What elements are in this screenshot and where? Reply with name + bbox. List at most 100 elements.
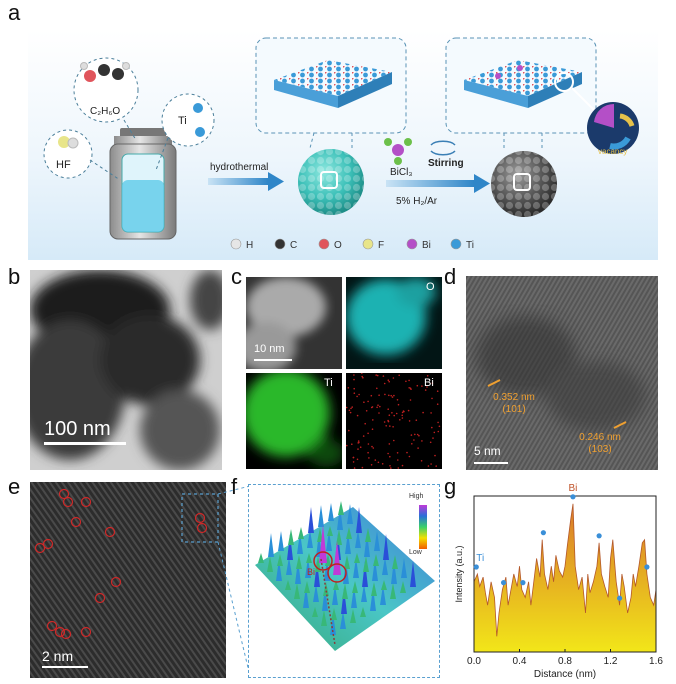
bi-signal-dot <box>401 464 404 467</box>
bi-signal-dot <box>398 374 400 377</box>
bi-signal-dot <box>389 455 391 458</box>
scale-label-d: 5 nm <box>474 444 501 458</box>
x-tick-label: 0.4 <box>513 656 527 667</box>
bi-signal-dot <box>430 463 432 465</box>
surface-peak <box>344 555 350 569</box>
surface-peak <box>391 560 397 584</box>
x-tick-label: 0.0 <box>467 656 481 667</box>
bi-signal-dot <box>437 430 440 433</box>
bi-signal-dot <box>370 464 373 466</box>
stirring-icon <box>430 140 456 156</box>
bi-signal-dot <box>431 426 433 429</box>
bi-signal-dot <box>362 377 364 379</box>
surface-peak <box>288 529 294 545</box>
bi-signal-dot <box>389 425 391 427</box>
bi-signal-dot <box>367 432 369 435</box>
peak-marker <box>617 595 623 601</box>
bi-signal-dot <box>353 467 356 469</box>
surface-peak <box>354 553 360 563</box>
bi-signal-dot <box>411 443 413 445</box>
bi-signal-dot <box>376 387 378 390</box>
bi-signal-dot <box>408 387 410 389</box>
bi-signal-dot <box>353 387 355 390</box>
bi-signal-dot <box>438 425 441 428</box>
panel-label-c: c <box>231 264 242 289</box>
fringe-label-2: 0.246 nm (103) <box>579 432 621 455</box>
surface-peak <box>410 561 416 587</box>
surface-peak <box>331 608 337 620</box>
bi-signal-dot <box>397 403 400 406</box>
bi-atom-marker <box>42 538 54 550</box>
tio2-nanosphere <box>298 149 364 215</box>
bi-atom-marker <box>54 626 66 638</box>
panel-label-a: a <box>8 0 21 25</box>
bi-signal-dot <box>401 411 404 414</box>
bi-signal-dot <box>383 421 386 423</box>
surface-peak <box>365 528 371 542</box>
bi-signal-dot <box>383 382 386 385</box>
surface-peak <box>380 585 386 605</box>
surface-peak <box>370 587 376 611</box>
legend-bi: Bi <box>422 240 431 251</box>
peak-marker <box>570 494 576 500</box>
ti-bubble <box>161 93 215 147</box>
bi-signal-dot <box>417 447 419 449</box>
bi-signal-dot <box>401 414 403 417</box>
surface-peak <box>382 557 388 575</box>
surface-peak <box>318 505 324 527</box>
bi-signal-dot <box>396 399 399 401</box>
bi-signal-dot <box>390 467 392 469</box>
bi-signal-dot <box>397 467 400 469</box>
surface-peak <box>363 556 369 572</box>
bi-signal-dot <box>434 454 436 457</box>
bi-atom-marker <box>34 542 46 554</box>
surface-peak <box>267 556 273 572</box>
panel-label-g: g <box>444 474 457 499</box>
bi-signal-dot <box>393 414 395 417</box>
surface-peak <box>294 583 300 599</box>
bi-signal-dot <box>359 446 362 448</box>
surface-peak <box>285 580 291 590</box>
surface-peak <box>346 527 352 539</box>
surface-peak <box>303 586 309 608</box>
bi-signal-dot <box>367 400 369 403</box>
bi-signal-dot <box>381 463 384 465</box>
bi-doped-nanosphere <box>491 151 557 217</box>
bi-signal-dot <box>346 444 348 447</box>
surface-peak <box>390 583 396 599</box>
bi-signal-dot <box>356 395 358 398</box>
surface-peak <box>355 530 361 548</box>
surface-peak <box>342 583 348 599</box>
bi-signal-dot <box>348 409 351 412</box>
bi-signal-dot <box>392 377 395 379</box>
bi-signal-dot <box>376 406 378 409</box>
bi-signal-dot <box>408 379 410 382</box>
bi-atom-marker <box>94 592 106 604</box>
bi-signal-dot <box>387 452 389 455</box>
surface-peak <box>322 587 328 611</box>
bi-atom-marker <box>60 628 72 640</box>
bi-signal-dot <box>361 466 364 469</box>
tem-image-b: 100 nm <box>30 270 222 470</box>
stirring-label: Stirring <box>428 158 464 169</box>
bi-signal-dot <box>436 390 439 392</box>
bi-signal-dot <box>410 388 412 390</box>
surface-peak <box>381 580 387 590</box>
bi-signal-dot <box>427 465 430 467</box>
bi-signal-dot <box>375 374 377 376</box>
surface-peak <box>337 506 343 530</box>
bi-signal-dot <box>377 404 379 406</box>
hf-bubble <box>43 129 93 179</box>
bi-signal-dot <box>352 456 355 459</box>
surface-peak <box>295 560 301 584</box>
x-tick-label: 1.2 <box>604 656 618 667</box>
peak-marker <box>500 580 507 586</box>
bi-signal-dot <box>416 384 419 387</box>
vacancy-label: vacancy <box>598 147 627 156</box>
bi-signal-dot <box>363 401 365 403</box>
bi-signal-dot <box>430 412 432 414</box>
surface-peak <box>313 584 319 602</box>
bi-signal-dot <box>393 394 395 397</box>
bi-signal-dot <box>351 406 353 408</box>
bi-signal-dot <box>426 375 429 377</box>
